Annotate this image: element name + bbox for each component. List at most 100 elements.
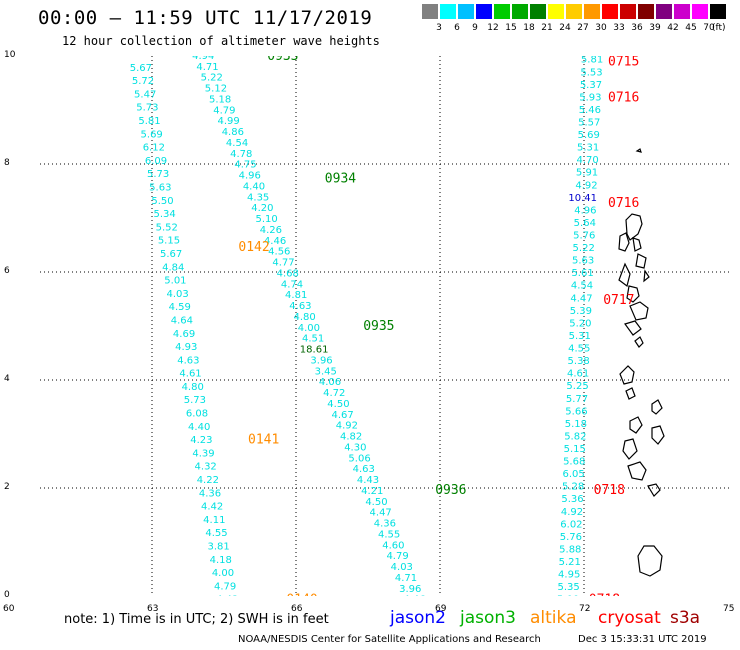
swh-value: 5.76	[560, 532, 582, 543]
swh-value: 5.10	[255, 214, 277, 225]
scale-tick: 45	[685, 23, 697, 33]
x-tick-label: 69	[435, 604, 447, 614]
y-tick-label: 0	[4, 590, 10, 600]
island-shape	[625, 213, 643, 241]
swh-value: 4.51	[302, 334, 324, 345]
swh-value: 4.79	[386, 551, 408, 562]
swh-value: 4.94	[192, 56, 214, 62]
island-shape	[618, 232, 630, 252]
swh-value: 4.75	[234, 160, 256, 171]
swh-value: 5.76	[573, 231, 595, 242]
island-shape	[629, 416, 643, 434]
scale-swatch	[512, 4, 528, 19]
swh-value: 5.66	[565, 406, 587, 417]
swh-value: 4.63	[353, 464, 375, 475]
scale-tick: 21	[541, 23, 553, 33]
swh-value: 4.18	[210, 555, 232, 566]
swh-value: 4.55	[568, 344, 590, 355]
swh-value: 5.47	[134, 89, 156, 100]
footer-date: Dec 3 15:33:31 UTC 2019	[578, 634, 707, 645]
pass-time-label: 0715	[608, 56, 639, 69]
swh-value: 4.26	[260, 225, 282, 236]
scale-swatch	[692, 4, 708, 19]
x-tick-label: 72	[579, 604, 591, 614]
swh-value: 4.54	[571, 281, 593, 292]
swh-value: 5.38	[568, 356, 590, 367]
scale-swatch	[548, 4, 564, 19]
scale-unit: (ft)	[712, 23, 726, 33]
scale-tick: 12	[487, 23, 499, 33]
swh-value: 4.61	[567, 369, 589, 380]
swh-value: 5.21	[559, 557, 581, 568]
island-shape	[632, 237, 642, 252]
pass-times: 0142 0141 0140 0933 0934 0935 0936 0715 0716 0716…	[238, 56, 639, 596]
swh-value: 4.46	[264, 236, 286, 247]
pass-time-label: 0142	[238, 240, 269, 255]
scale-tick: 9	[472, 23, 478, 33]
swh-value: 5.31	[569, 331, 591, 342]
swh-value: 5.63	[149, 182, 171, 193]
island-shape	[625, 387, 636, 400]
swh-value: 5.67	[160, 249, 182, 260]
swh-value: 5.50	[151, 196, 173, 207]
swh-value: 4.82	[340, 432, 362, 443]
island-shape	[637, 545, 663, 577]
scale-tick: 18	[523, 23, 535, 33]
island-shape	[629, 301, 649, 321]
swh-value: 5.72	[132, 76, 154, 87]
swh-value: 3.96	[310, 355, 332, 366]
swh-value: 4.43	[357, 475, 379, 486]
island-shape	[618, 262, 631, 288]
island-shape	[635, 148, 642, 153]
swh-value: 4.81	[285, 290, 307, 301]
page-title: 00:00 – 11:59 UTC 11/17/2019	[38, 7, 373, 29]
coastline-islands	[618, 148, 665, 577]
swh-value: 5.31	[577, 143, 599, 154]
swh-value: 4.36	[199, 488, 221, 499]
scale-swatch	[476, 4, 492, 19]
swh-value: 4.21	[361, 486, 383, 497]
swh-value: 5.20	[569, 318, 591, 329]
island-shape	[627, 461, 647, 481]
y-tick-label: 8	[4, 158, 10, 168]
scale-swatch	[674, 4, 690, 19]
swh-value: 5.36	[561, 494, 583, 505]
x-tick-label: 63	[147, 604, 159, 614]
scale-swatch	[656, 4, 672, 19]
swh-value: 4.93	[175, 342, 197, 353]
swh-value: 5.64	[574, 218, 596, 229]
island-shape	[647, 483, 661, 497]
swh-value: 5.18	[565, 419, 587, 430]
scale-tick: 30	[595, 23, 607, 33]
swh-value: 5.25	[566, 381, 588, 392]
island-shape	[643, 269, 650, 283]
swh-value: 5.46	[579, 105, 601, 116]
swh-value: 6.02	[560, 519, 582, 530]
swh-value: 4.43	[216, 595, 238, 596]
swh-value: 5.35	[557, 582, 579, 593]
scale-swatch	[584, 4, 600, 19]
swh-value: 4.06	[319, 377, 341, 388]
legend-item: jason2	[390, 608, 446, 628]
x-tick-label: 60	[3, 604, 15, 614]
island-shape	[651, 425, 665, 445]
swh-value: 4.99	[217, 116, 239, 127]
island-shape	[622, 438, 638, 460]
swh-value: 4.55	[378, 529, 400, 540]
swh-value: 4.70	[576, 155, 598, 166]
swh-value: 3.96	[399, 584, 421, 595]
swh-value: 4.79	[213, 105, 235, 116]
island-shape	[619, 365, 635, 385]
legend-item: jason3	[460, 608, 516, 628]
swh-value: 4.78	[230, 149, 252, 160]
swh-value: 4.40	[243, 181, 265, 192]
swh-value: 5.18	[209, 94, 231, 105]
swh-value: 4.96	[239, 171, 261, 182]
pass-time-label: 0933	[267, 56, 298, 64]
scale-tick: 36	[631, 23, 643, 33]
swh-value: 4.42	[201, 502, 223, 513]
y-tick-label: 6	[4, 266, 10, 276]
swh-value: 4.00	[298, 323, 320, 334]
swh-value: 4.22	[197, 475, 219, 486]
swh-value: 5.52	[156, 222, 178, 233]
